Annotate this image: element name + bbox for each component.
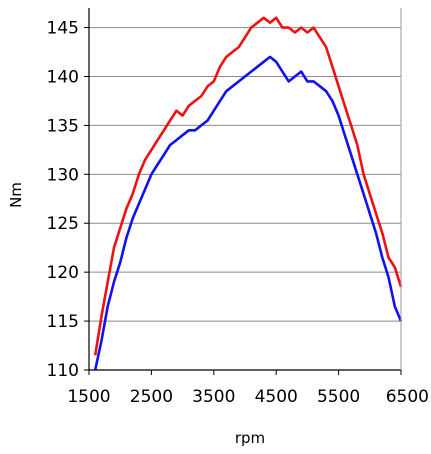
plot-frame: [88, 8, 402, 371]
x-tick-label: 5500: [317, 387, 360, 407]
x-tick-label: 1500: [67, 387, 110, 407]
grid-lines: [89, 27, 401, 322]
x-axis-title: rpm: [235, 429, 265, 447]
y-tick-label: 130: [47, 165, 79, 185]
x-tick-label: 6500: [386, 387, 429, 407]
y-axis-title: Nm: [7, 182, 25, 208]
series-line-1: [93, 16, 403, 356]
y-tick-labels: 110 115 120 125 130 135 140 145: [47, 19, 89, 381]
x-tick-label: 4500: [255, 387, 298, 407]
y-tick-label: 125: [47, 214, 79, 234]
x-tick-labels: 1500 2500 3500 4500 5500 6500: [67, 370, 429, 407]
x-tick-label: 3500: [192, 387, 235, 407]
y-tick-label: 110: [47, 361, 79, 381]
series-lines: [93, 16, 403, 371]
x-tick-label: 2500: [130, 387, 173, 407]
y-tick-label: 140: [47, 67, 79, 87]
y-tick-label: 135: [47, 116, 79, 136]
y-tick-label: 145: [47, 19, 79, 39]
y-tick-label: 120: [47, 263, 79, 283]
y-tick-label: 115: [47, 312, 79, 332]
series-line-2: [93, 55, 403, 371]
